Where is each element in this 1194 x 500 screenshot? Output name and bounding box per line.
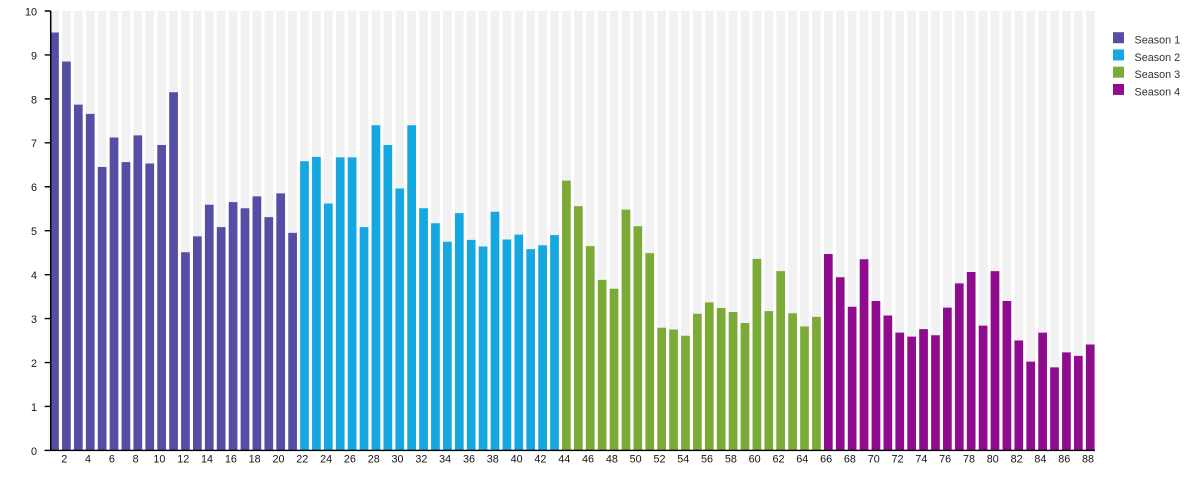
- svg-text:6: 6: [31, 182, 37, 194]
- svg-text:Season 3: Season 3: [1135, 69, 1181, 81]
- svg-text:32: 32: [415, 454, 427, 466]
- svg-text:Season 1: Season 1: [1135, 35, 1181, 47]
- svg-text:8: 8: [31, 94, 37, 106]
- svg-text:7: 7: [31, 138, 37, 150]
- svg-text:12: 12: [177, 454, 189, 466]
- svg-text:28: 28: [368, 454, 380, 466]
- svg-text:8: 8: [133, 454, 139, 466]
- svg-text:Season 2: Season 2: [1135, 52, 1181, 64]
- svg-text:56: 56: [701, 454, 713, 466]
- svg-text:80: 80: [987, 454, 999, 466]
- svg-text:18: 18: [249, 454, 261, 466]
- svg-text:46: 46: [582, 454, 594, 466]
- svg-text:64: 64: [796, 454, 808, 466]
- svg-text:40: 40: [511, 454, 523, 466]
- svg-text:50: 50: [630, 454, 642, 466]
- svg-text:82: 82: [1011, 454, 1023, 466]
- svg-text:24: 24: [320, 454, 332, 466]
- svg-text:34: 34: [439, 454, 451, 466]
- svg-text:58: 58: [725, 454, 737, 466]
- svg-text:70: 70: [868, 454, 880, 466]
- svg-text:68: 68: [844, 454, 856, 466]
- svg-text:36: 36: [463, 454, 475, 466]
- svg-text:52: 52: [653, 454, 665, 466]
- svg-text:66: 66: [820, 454, 832, 466]
- svg-text:22: 22: [296, 454, 308, 466]
- svg-text:44: 44: [558, 454, 570, 466]
- svg-text:10: 10: [25, 6, 37, 18]
- svg-text:4: 4: [31, 270, 37, 282]
- svg-text:54: 54: [677, 454, 689, 466]
- svg-text:2: 2: [61, 454, 67, 466]
- svg-text:3: 3: [31, 314, 37, 326]
- svg-text:1: 1: [31, 402, 37, 414]
- svg-text:38: 38: [487, 454, 499, 466]
- svg-text:Season 4: Season 4: [1135, 86, 1181, 98]
- svg-text:0: 0: [31, 446, 37, 458]
- svg-text:16: 16: [225, 454, 237, 466]
- svg-text:26: 26: [344, 454, 356, 466]
- svg-text:62: 62: [772, 454, 784, 466]
- svg-text:30: 30: [392, 454, 404, 466]
- svg-text:5: 5: [31, 226, 37, 238]
- svg-text:9: 9: [31, 50, 37, 62]
- svg-text:76: 76: [939, 454, 951, 466]
- svg-text:14: 14: [201, 454, 213, 466]
- svg-text:86: 86: [1058, 454, 1070, 466]
- svg-text:78: 78: [963, 454, 975, 466]
- svg-text:74: 74: [915, 454, 927, 466]
- svg-text:88: 88: [1082, 454, 1094, 466]
- svg-text:48: 48: [606, 454, 618, 466]
- svg-text:60: 60: [749, 454, 761, 466]
- svg-text:6: 6: [109, 454, 115, 466]
- svg-text:2: 2: [31, 358, 37, 370]
- svg-text:84: 84: [1034, 454, 1046, 466]
- svg-text:72: 72: [892, 454, 904, 466]
- svg-text:10: 10: [153, 454, 165, 466]
- svg-text:20: 20: [272, 454, 284, 466]
- svg-text:4: 4: [85, 454, 91, 466]
- svg-text:42: 42: [534, 454, 546, 466]
